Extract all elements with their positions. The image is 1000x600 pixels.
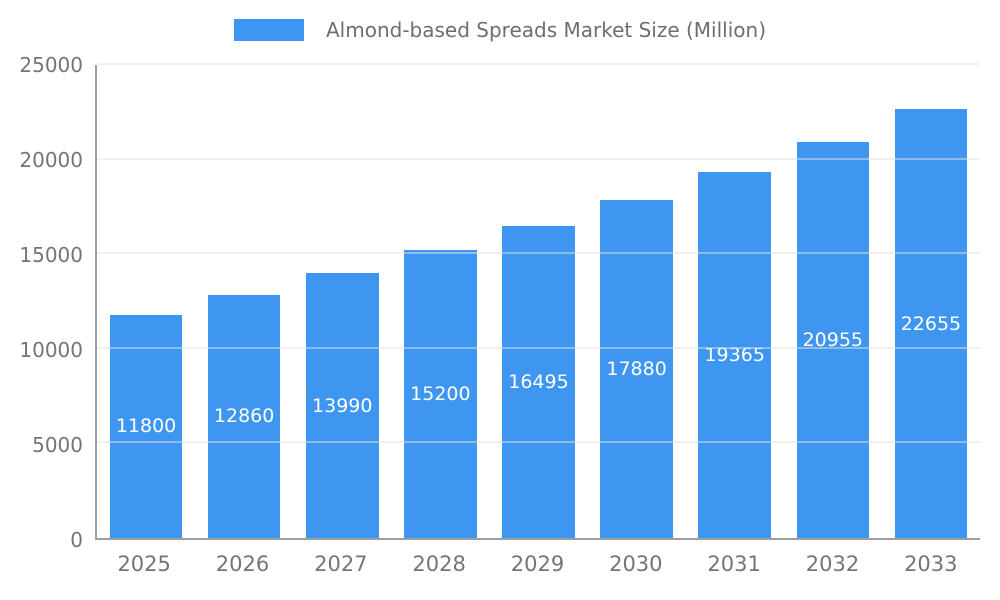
bar-slot: 13990 (293, 65, 391, 538)
bar-2031: 19365 (698, 171, 771, 538)
legend: Almond-based Spreads Market Size (Millio… (0, 18, 1000, 42)
bar-slot: 17880 (588, 65, 686, 538)
bar-value-label: 17880 (606, 357, 667, 380)
y-tick-label: 5000 (32, 433, 83, 457)
bar-slot: 22655 (882, 65, 980, 538)
y-tick-label: 25000 (19, 53, 83, 77)
gridline (97, 63, 980, 65)
bar-2029: 16495 (502, 225, 575, 538)
bar-2033: 22655 (894, 109, 968, 538)
y-tick-label: 15000 (19, 243, 83, 267)
y-tick-label: 0 (70, 528, 83, 552)
x-axis-labels: 2025 2026 2027 2028 2029 2030 2031 2032 2033 (95, 552, 980, 576)
bars-container: 11800 12860 13990 15200 16495 17880 19365 20955… (97, 65, 980, 538)
x-tick-label: 2025 (117, 552, 171, 576)
x-tick-label: 2031 (707, 552, 761, 576)
bar-2028: 15200 (404, 250, 477, 538)
gridline (97, 158, 980, 160)
bar-value-label: 16495 (508, 370, 569, 393)
bar-2026: 12860 (207, 294, 281, 538)
gridline (97, 252, 980, 254)
x-tick-label: 2026 (215, 552, 270, 576)
bar-2032: 20955 (796, 141, 870, 538)
bar-value-label: 22655 (900, 312, 962, 335)
bar-2025: 11800 (109, 314, 183, 538)
plot-area: 11800 12860 13990 15200 16495 17880 19365 20955… (95, 63, 980, 540)
legend-swatch (234, 19, 304, 41)
bar-value-label: 15200 (410, 383, 471, 406)
y-tick-label: 20000 (19, 148, 83, 172)
legend-label: Almond-based Spreads Market Size (Millio… (326, 18, 766, 42)
bar-value-label: 12860 (213, 405, 275, 428)
x-tick-label: 2029 (510, 552, 565, 576)
bar-value-label: 20955 (802, 328, 864, 351)
bar-2027: 13990 (305, 273, 379, 538)
x-tick-label: 2027 (314, 552, 368, 576)
x-tick-label: 2033 (904, 552, 958, 576)
bar-value-label: 13990 (312, 394, 373, 417)
x-tick-label: 2030 (609, 552, 663, 576)
bar-slot: 20955 (784, 65, 882, 538)
bar-2030: 17880 (600, 199, 673, 538)
bar-value-label: 11800 (115, 415, 177, 438)
x-tick-label: 2028 (412, 552, 466, 576)
y-axis-labels: 0 5000 10000 15000 20000 25000 (0, 53, 83, 552)
y-tick-label: 10000 (19, 338, 83, 362)
bar-slot: 11800 (97, 65, 195, 538)
x-tick-label: 2032 (805, 552, 860, 576)
bar-slot: 19365 (686, 65, 784, 538)
bar-slot: 12860 (195, 65, 293, 538)
gridline (97, 441, 980, 443)
bar-slot: 16495 (489, 65, 587, 538)
bar-value-label: 19365 (704, 343, 765, 366)
bar-slot: 15200 (391, 65, 489, 538)
gridline (97, 347, 980, 349)
